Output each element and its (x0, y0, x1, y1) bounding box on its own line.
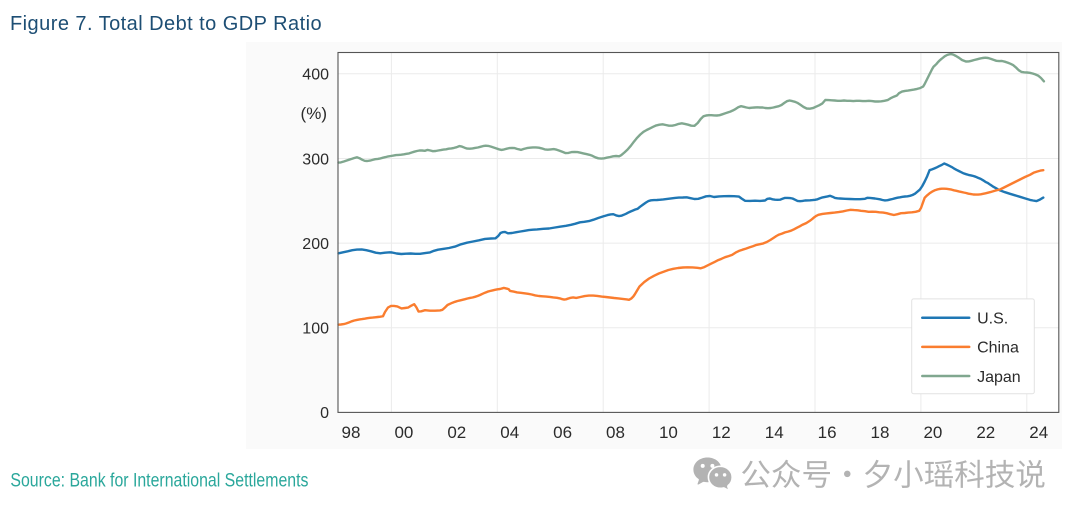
svg-text:300: 300 (302, 151, 329, 168)
svg-text:Source: Bank for International: Source: Bank for International Settlemen… (10, 469, 308, 491)
svg-text:Figure 7. Total Debt to GDP Ra: Figure 7. Total Debt to GDP Ratio (10, 13, 322, 35)
svg-text:12: 12 (712, 423, 731, 442)
svg-text:04: 04 (500, 423, 519, 442)
svg-text:98: 98 (342, 423, 361, 442)
svg-text:02: 02 (447, 423, 466, 442)
svg-text:22: 22 (976, 423, 995, 442)
svg-text:Japan: Japan (977, 369, 1021, 386)
svg-text:16: 16 (818, 423, 837, 442)
svg-text:(%): (%) (301, 104, 327, 123)
svg-text:100: 100 (302, 321, 329, 338)
svg-text:0: 0 (320, 405, 329, 422)
svg-text:14: 14 (765, 423, 784, 442)
svg-text:08: 08 (606, 423, 625, 442)
svg-text:18: 18 (871, 423, 890, 442)
svg-text:400: 400 (302, 67, 329, 84)
svg-text:U.S.: U.S. (977, 311, 1008, 328)
svg-text:10: 10 (659, 423, 678, 442)
svg-text:200: 200 (302, 236, 329, 253)
svg-text:China: China (977, 340, 1019, 357)
svg-text:00: 00 (394, 423, 413, 442)
svg-text:20: 20 (923, 423, 942, 442)
svg-text:24: 24 (1029, 423, 1048, 442)
svg-text:06: 06 (553, 423, 572, 442)
